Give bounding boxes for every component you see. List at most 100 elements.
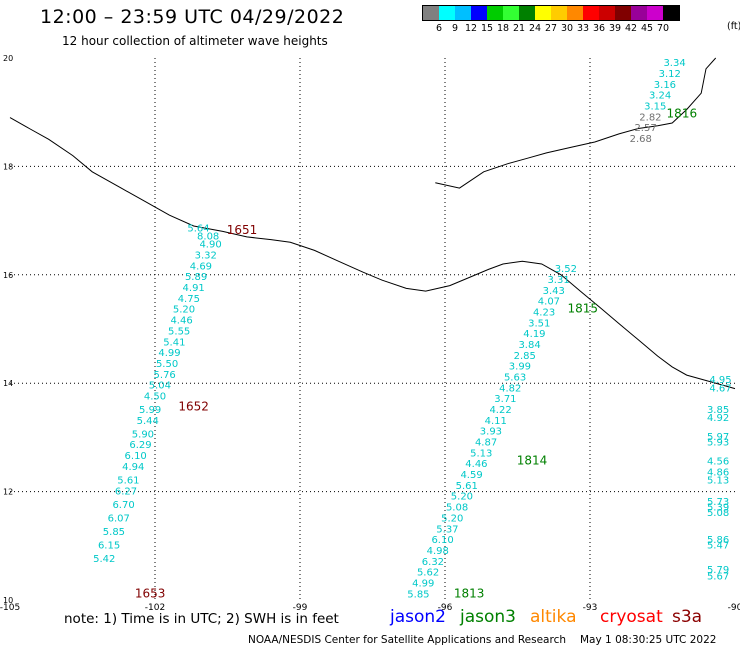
wave-height-label: 5.08 <box>446 503 468 514</box>
legend-swatch <box>631 6 647 20</box>
wave-height-label: 5.76 <box>154 370 176 381</box>
wave-height-label: 5.89 <box>185 272 207 283</box>
wave-height-label: 6.70 <box>112 500 134 511</box>
x-tick-label: -90 <box>728 603 740 613</box>
y-tick-label: 14 <box>3 379 13 388</box>
wave-height-label: 6.15 <box>98 541 120 552</box>
wave-height-label: 5.61 <box>117 475 139 486</box>
color-legend: 6 9 12 15 18 21 24 27 30 33 36 39 42 45 70 (ft) <box>422 5 740 35</box>
wave-height-label: 3.99 <box>509 362 531 373</box>
wave-height-label: 3.71 <box>494 394 516 405</box>
wave-height-label: 3.12 <box>659 69 681 80</box>
x-tick-label: -102 <box>145 603 165 613</box>
legend-swatch <box>503 6 519 20</box>
credit-text: NOAA/NESDIS Center for Satellite Applica… <box>248 634 566 646</box>
legend-label: 12 <box>464 23 478 34</box>
wave-height-label: 4.56 <box>707 457 729 468</box>
wave-height-label: 2.68 <box>630 134 652 145</box>
wave-height-label: 4.99 <box>158 348 180 359</box>
legend-label: 33 <box>576 23 590 34</box>
wave-height-label: 5.37 <box>436 524 458 535</box>
wave-height-label: 3.51 <box>528 318 550 329</box>
wave-height-label: 4.94 <box>122 462 144 473</box>
y-tick-label: 10 <box>3 596 13 605</box>
wave-height-label: 4.87 <box>475 438 497 449</box>
wave-height-label: 4.98 <box>427 546 449 557</box>
map-title: 12:00 – 23:59 UTC 04/29/2022 <box>40 6 345 28</box>
legend-label: 15 <box>480 23 494 34</box>
wave-height-label: 2.57 <box>634 123 656 134</box>
wave-height-label: 4.86 <box>707 467 729 478</box>
track-time-label: 1652 <box>178 399 209 413</box>
wave-height-label: 5.42 <box>93 554 115 565</box>
track-time-label: 1815 <box>567 302 598 316</box>
wave-height-label: 4.82 <box>499 383 521 394</box>
wave-height-label: 6.10 <box>431 535 453 546</box>
legend-swatch <box>647 6 663 20</box>
legend-label: 36 <box>592 23 606 34</box>
wave-height-label: 5.41 <box>163 337 185 348</box>
wave-height-label: 3.85 <box>707 405 729 416</box>
y-tick-label: 20 <box>3 54 13 63</box>
wave-height-label: 5.61 <box>456 481 478 492</box>
wave-height-label: 4.75 <box>178 294 200 305</box>
legend-label: 18 <box>496 23 510 34</box>
wave-height-label: 4.23 <box>533 307 555 318</box>
legend-swatch <box>535 6 551 20</box>
wave-height-label: 4.91 <box>183 283 205 294</box>
wave-height-label: 4.99 <box>412 578 434 589</box>
legend-altika: altika <box>530 607 577 627</box>
legend-label: 45 <box>640 23 654 34</box>
wave-height-label: 6.07 <box>108 513 130 524</box>
legend-label: 30 <box>560 23 574 34</box>
wave-height-label: 5.64 <box>187 223 209 234</box>
y-tick-label: 12 <box>3 488 13 497</box>
wave-height-label: 3.34 <box>663 58 685 69</box>
wave-height-label: 5.50 <box>156 359 178 370</box>
wave-height-label: 3.15 <box>644 101 666 112</box>
legend-cryosat: cryosat <box>600 607 663 627</box>
legend-label: 21 <box>512 23 526 34</box>
wave-height-label: 5.08 <box>707 508 729 519</box>
x-tick-label: -93 <box>583 603 598 613</box>
legend-swatch <box>551 6 567 20</box>
legend-jason3: jason3 <box>460 607 516 627</box>
legend-swatch <box>599 6 615 20</box>
wave-height-label: 4.92 <box>707 413 729 424</box>
wave-height-label: 5.79 <box>707 565 729 576</box>
legend-swatch <box>615 6 631 20</box>
legend-label: 9 <box>451 23 459 34</box>
wave-height-label: 5.55 <box>168 326 190 337</box>
gulf-coastline <box>435 57 717 189</box>
x-tick-label: -105 <box>0 603 20 613</box>
track-time-label: 1814 <box>517 454 548 468</box>
wave-height-label: 2.82 <box>639 112 661 123</box>
wave-height-label: 3.43 <box>543 286 565 297</box>
y-tick-label: 18 <box>3 162 13 171</box>
wave-height-label: 6.29 <box>129 440 151 451</box>
track-time-label: 1651 <box>227 223 258 237</box>
wave-height-label: 5.97 <box>707 432 729 443</box>
wave-height-label: 5.20 <box>173 305 195 316</box>
legend-swatch <box>567 6 583 20</box>
wave-height-label: 5.47 <box>707 541 729 552</box>
wave-height-label: 5.62 <box>417 568 439 579</box>
wave-height-label: 5.86 <box>707 535 729 546</box>
wave-height-label: 3.24 <box>649 91 671 102</box>
legend-s3a: s3a <box>672 607 703 627</box>
wave-height-label: 5.93 <box>707 438 729 449</box>
legend-swatch <box>423 6 439 20</box>
legend-swatch <box>583 6 599 20</box>
wave-height-label: 5.13 <box>470 448 492 459</box>
legend-swatch <box>487 6 503 20</box>
wave-height-label: 4.22 <box>489 405 511 416</box>
wave-height-label: 3.31 <box>547 275 569 286</box>
legend-labels: 6 9 12 15 18 21 24 27 30 33 36 39 42 45 70 <box>422 23 680 35</box>
wave-height-label: 5.63 <box>504 372 526 383</box>
legend-swatch <box>455 6 471 20</box>
legend-label: 6 <box>435 23 443 34</box>
wave-height-label: 4.95 <box>709 375 731 386</box>
map-subtitle: 12 hour collection of altimeter wave hei… <box>62 34 328 48</box>
wave-height-label: 6.10 <box>125 451 147 462</box>
